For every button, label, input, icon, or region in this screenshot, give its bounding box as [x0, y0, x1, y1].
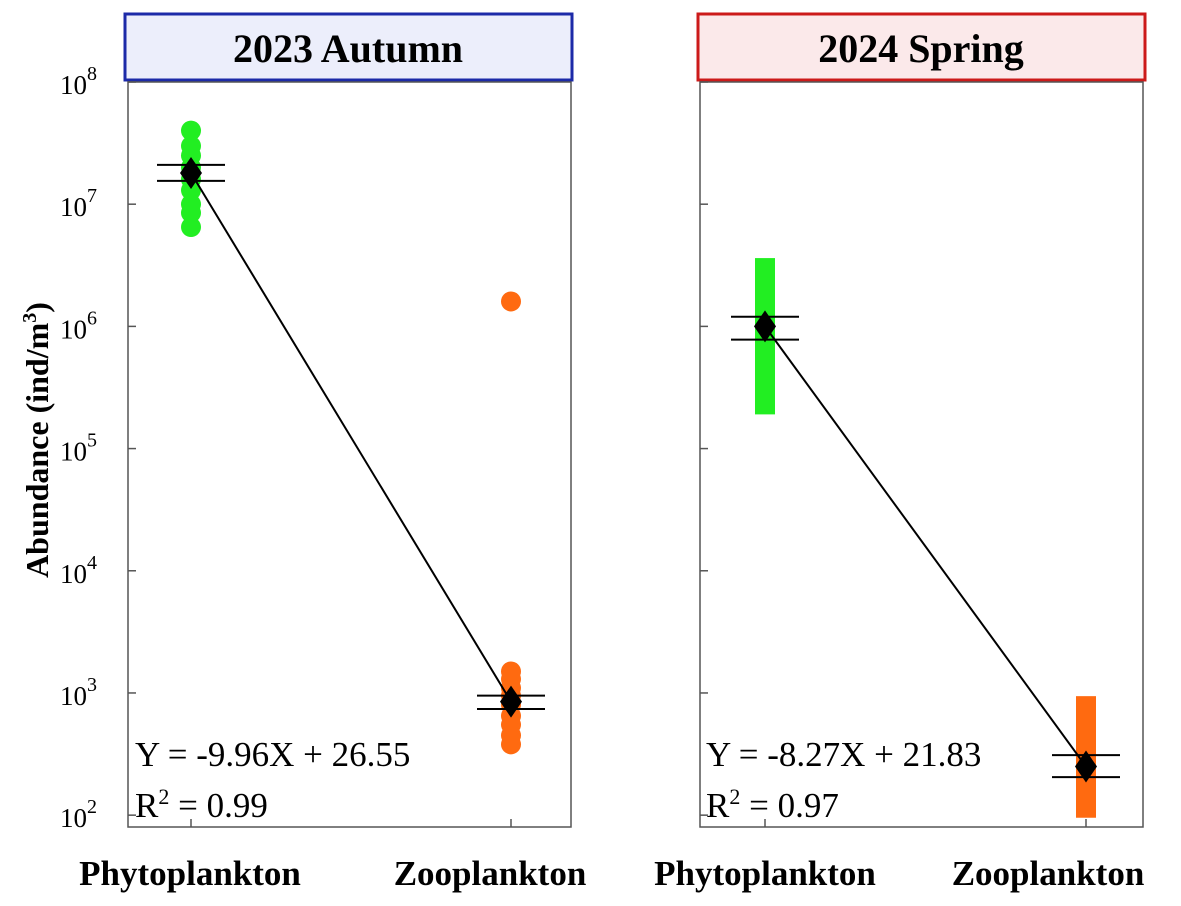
panel1-title-box: [123, 12, 574, 82]
panel2-title-box: [696, 12, 1147, 82]
panel2-phytoplankton-point: [755, 274, 775, 295]
panel2-equation: Y = -8.27X + 21.83: [706, 735, 981, 774]
panel1-zooplankton-point: [501, 291, 521, 312]
panel2-zooplankton-point: [1076, 731, 1096, 752]
panel2-zooplankton-point: [1076, 696, 1096, 717]
panel1-zooplankton-point: [501, 734, 521, 755]
panel2-r-squared: R2 = 0.97: [706, 784, 839, 825]
y-tick-label: 107: [60, 185, 97, 222]
panel1-equation: Y = -9.96X + 26.55: [135, 735, 410, 774]
y-axis-label: Abundance (ind/m3): [19, 302, 55, 578]
panel2-mean-marker: [1075, 750, 1097, 783]
panel2-title: 2024 Spring: [818, 26, 1024, 71]
panel2-fit-line: [764, 325, 1087, 768]
panel2-zooplankton-point: [1076, 714, 1096, 735]
panel1-fit-line: [190, 172, 512, 703]
panel2-x-label-phytoplankton: Phytoplankton: [654, 854, 876, 893]
panel1-plot-frame: [127, 81, 572, 828]
panel1-phytoplankton-point: [181, 120, 201, 141]
panel2-plot-frame: [699, 81, 1144, 828]
panel2-phytoplankton-point: [755, 291, 775, 312]
y-tick-label: 108: [60, 63, 97, 100]
panel1-phytoplankton-point: [181, 217, 201, 238]
y-tick-label: 105: [60, 430, 97, 467]
panel1-phytoplankton-point: [181, 202, 201, 223]
y-tick-label: 106: [60, 307, 97, 344]
panel2-mean-marker: [754, 310, 776, 343]
panel2-phytoplankton-point: [755, 367, 775, 388]
y-tick-label: 103: [60, 674, 97, 711]
panel1-mean-marker: [500, 685, 522, 718]
panel1-mean-marker: [180, 157, 202, 190]
panel1-x-label-zooplankton: Zooplankton: [394, 854, 587, 893]
panel1-x-label-phytoplankton: Phytoplankton: [79, 854, 301, 893]
panel2-zooplankton-point: [1076, 797, 1096, 818]
panel1-phytoplankton-point: [181, 180, 201, 201]
y-tick-label: 104: [60, 552, 97, 589]
panel1-title: 2023 Autumn: [233, 26, 463, 71]
panel1-r-squared: R2 = 0.99: [135, 784, 268, 825]
panel2-phytoplankton-point: [755, 394, 775, 415]
panel2-phytoplankton-point: [755, 258, 775, 279]
panel2-x-label-zooplankton: Zooplankton: [952, 854, 1145, 893]
y-tick-label: 102: [60, 796, 97, 833]
